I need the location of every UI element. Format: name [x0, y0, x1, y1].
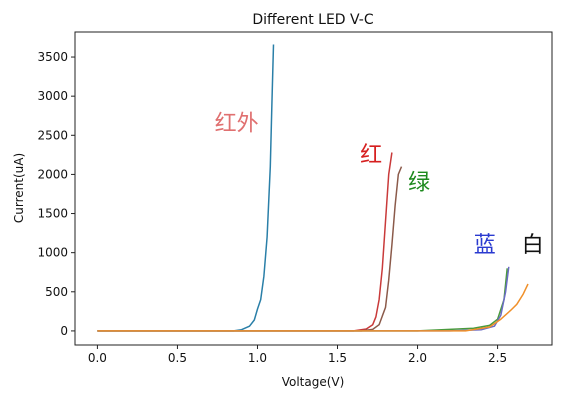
- x-tick-label: 0.0: [88, 351, 107, 365]
- annotation-label: 红外: [215, 112, 259, 137]
- plot-area: [97, 44, 529, 332]
- annotation-label: 蓝: [474, 233, 496, 258]
- y-tick-label: 1500: [37, 207, 68, 221]
- y-tick-label: 2500: [37, 128, 68, 142]
- x-tick-label: 1.0: [248, 351, 267, 365]
- annotation-label: 绿: [408, 170, 430, 195]
- x-tick-label: 2.5: [488, 351, 507, 365]
- y-tick-label: 2000: [37, 167, 68, 181]
- y-tick-label: 1000: [37, 246, 68, 260]
- x-tick-label: 1.5: [328, 351, 347, 365]
- chart-title: Different LED V-C: [252, 12, 373, 28]
- y-tick-label: 3500: [37, 50, 68, 64]
- y-tick-label: 500: [45, 285, 68, 299]
- x-tick-label: 0.5: [168, 351, 187, 365]
- plot-frame: [74, 31, 553, 346]
- x-tick-label: 2.0: [408, 351, 427, 365]
- series-line-white: [97, 283, 529, 332]
- y-axis-label: Current(uA): [12, 153, 26, 223]
- y-tick-label: 3000: [37, 89, 68, 103]
- series-line-infrared: [97, 44, 275, 332]
- annotation-label: 红: [360, 143, 382, 168]
- y-tick-label: 0: [60, 324, 68, 338]
- x-axis-label: Voltage(V): [282, 375, 345, 389]
- series-line-red: [97, 152, 393, 332]
- annotation-label: 白: [522, 233, 544, 258]
